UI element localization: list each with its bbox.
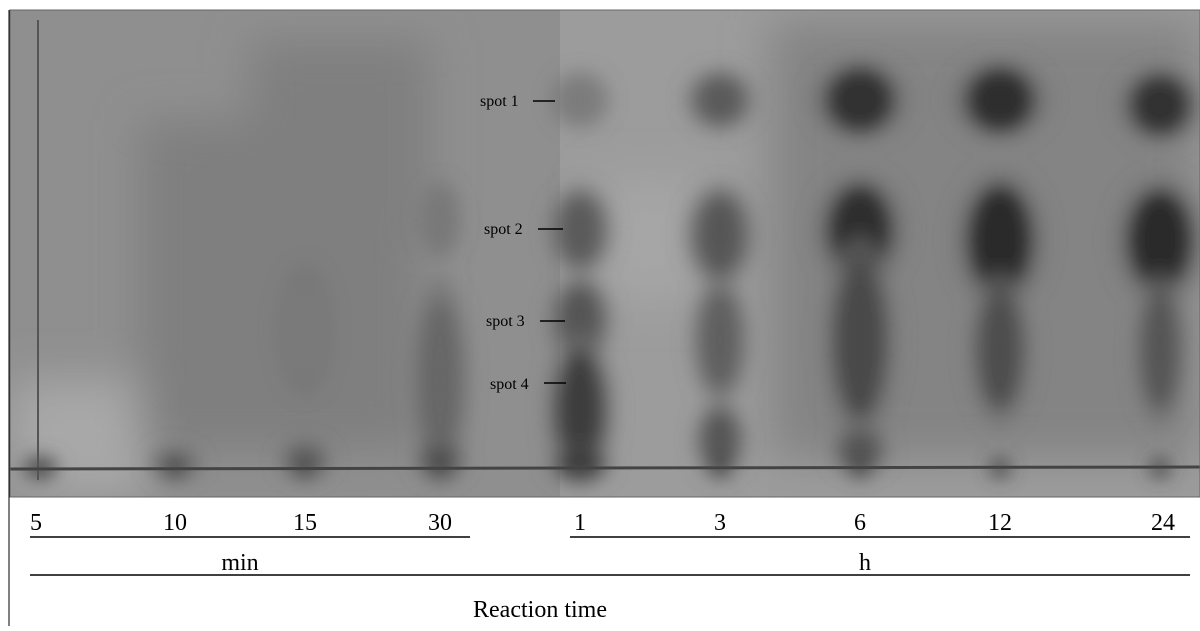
spot bbox=[1128, 190, 1192, 290]
lane-labels: 5 10 15 30 1 3 6 12 24 bbox=[30, 510, 1175, 536]
lane-label: 10 bbox=[163, 510, 187, 536]
spot bbox=[420, 300, 460, 460]
spot bbox=[696, 76, 744, 124]
axis-title: Reaction time bbox=[473, 597, 607, 623]
spot bbox=[558, 195, 602, 265]
spot bbox=[426, 190, 454, 250]
lane-label: 1 bbox=[574, 510, 586, 536]
spot-label: spot 3 bbox=[486, 313, 525, 330]
spot-label: spot 1 bbox=[480, 93, 519, 110]
spot bbox=[1142, 290, 1178, 410]
unit-label: min bbox=[221, 550, 258, 576]
lane-label: 6 bbox=[854, 510, 866, 536]
spot bbox=[560, 78, 600, 122]
spot-label: spot 2 bbox=[484, 221, 523, 238]
spot bbox=[1130, 75, 1190, 135]
spot bbox=[840, 430, 880, 470]
spot bbox=[968, 185, 1032, 295]
spot bbox=[966, 68, 1034, 132]
lane-label: 24 bbox=[1151, 510, 1175, 536]
spot bbox=[696, 195, 744, 275]
spot bbox=[826, 68, 894, 132]
lane-label: 15 bbox=[293, 510, 317, 536]
lane-label: 30 bbox=[428, 510, 452, 536]
unit-label: h bbox=[859, 550, 871, 576]
lane-label: 3 bbox=[714, 510, 726, 536]
spot bbox=[834, 260, 886, 420]
lane-label: 5 bbox=[30, 510, 42, 536]
spot bbox=[702, 410, 738, 470]
spot bbox=[978, 290, 1022, 410]
spot-markers: spot 1 spot 2 spot 3 spot 4 bbox=[480, 93, 566, 393]
spot-label: spot 4 bbox=[490, 376, 529, 393]
lane-label: 12 bbox=[988, 510, 1012, 536]
spot bbox=[700, 290, 740, 390]
tlc-plate bbox=[10, 10, 1200, 497]
spot bbox=[556, 350, 604, 470]
spot bbox=[287, 280, 323, 380]
